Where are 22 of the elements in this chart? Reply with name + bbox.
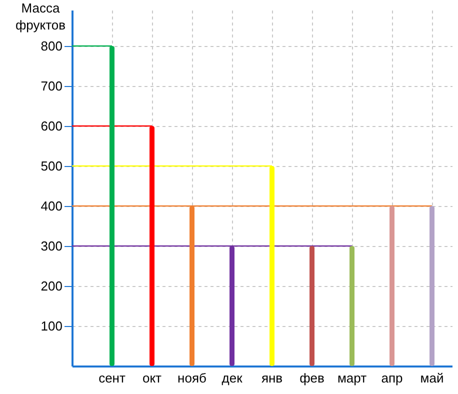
x-tick-label: апр [381,370,403,386]
x-tick-label: март [337,370,367,386]
x-tick-label: май [420,370,444,386]
y-tick-label: 400 [40,198,62,214]
y-axis-title: Масса фруктов [15,0,66,32]
y-tick-label: 100 [40,318,62,334]
x-tick-label: фев [300,370,325,386]
y-tick-label: 800 [40,38,62,54]
y-tick-label: 300 [40,238,62,254]
x-tick-label: янв [261,370,283,386]
x-tick-label: окт [142,370,162,386]
bar [430,206,434,366]
x-tick-label: нояб [178,370,206,386]
x-tick-label: сент [98,370,126,386]
y-tick-label: 700 [40,78,62,94]
x-tick-label: дек [222,370,243,386]
bar [310,246,314,366]
bar [350,246,354,366]
y-tick-label: 500 [40,158,62,174]
bar [390,206,394,366]
y-tick-label: 600 [40,118,62,134]
y-tick-label: 200 [40,278,62,294]
